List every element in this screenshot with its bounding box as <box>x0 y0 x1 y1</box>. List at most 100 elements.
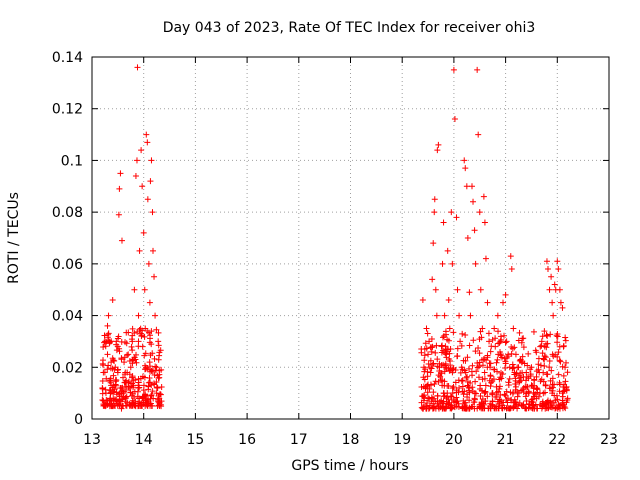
data-point <box>116 185 123 192</box>
chart-title: Day 043 of 2023, Rate Of TEC Index for r… <box>163 20 536 36</box>
data-point <box>424 330 431 337</box>
data-point <box>113 347 120 354</box>
data-point <box>155 375 162 382</box>
data-point <box>462 369 469 376</box>
x-tick-label: 15 <box>186 432 204 448</box>
data-point <box>425 381 432 388</box>
data-point <box>433 342 440 349</box>
data-point <box>479 362 486 369</box>
data-point <box>148 157 155 164</box>
data-point <box>422 340 429 347</box>
data-point <box>460 357 467 364</box>
x-axis-label: GPS time / hours <box>291 458 408 474</box>
data-point <box>429 276 436 283</box>
data-point <box>472 378 479 385</box>
data-point <box>468 183 475 190</box>
data-point <box>484 354 491 361</box>
data-point <box>487 348 494 355</box>
data-point <box>156 352 163 359</box>
data-point <box>507 389 514 396</box>
data-point <box>138 333 145 340</box>
data-point <box>471 227 478 234</box>
data-point <box>148 382 155 389</box>
data-point <box>562 405 569 412</box>
data-point <box>557 299 564 306</box>
data-point <box>546 357 553 364</box>
data-point <box>522 377 529 384</box>
data-point <box>502 339 509 346</box>
data-point <box>554 258 561 265</box>
data-point <box>472 390 479 397</box>
data-point <box>156 371 163 378</box>
data-point <box>146 299 153 306</box>
data-point <box>441 312 448 319</box>
data-point <box>118 338 125 345</box>
data-point <box>132 403 139 410</box>
data-point <box>516 379 523 386</box>
data-point <box>155 329 162 336</box>
data-point <box>107 365 114 372</box>
data-point <box>114 367 121 374</box>
data-point <box>147 379 154 386</box>
data-point <box>499 402 506 409</box>
data-point <box>498 336 505 343</box>
data-point <box>507 253 514 260</box>
data-point <box>122 394 129 401</box>
data-point <box>554 339 561 346</box>
data-point <box>539 350 546 357</box>
data-point <box>430 240 437 247</box>
data-point <box>466 289 473 296</box>
data-point <box>116 397 123 404</box>
data-point <box>555 371 562 378</box>
data-point <box>452 398 459 405</box>
data-point <box>421 346 428 353</box>
data-point <box>460 397 467 404</box>
data-point <box>434 398 441 405</box>
x-tick-label: 13 <box>83 432 101 448</box>
data-point <box>495 340 502 347</box>
data-point <box>430 389 437 396</box>
data-point <box>443 398 450 405</box>
data-point <box>496 376 503 383</box>
x-tick-label: 16 <box>238 432 256 448</box>
data-point <box>498 369 505 376</box>
data-point <box>428 344 435 351</box>
data-point <box>541 328 548 335</box>
data-point <box>531 376 538 383</box>
data-point <box>557 358 564 365</box>
data-point <box>537 343 544 350</box>
data-point <box>517 370 524 377</box>
data-point <box>453 214 460 221</box>
data-point <box>145 400 152 407</box>
data-point <box>461 403 468 410</box>
data-point <box>105 330 112 337</box>
data-point <box>520 388 527 395</box>
data-point <box>486 377 493 384</box>
data-point <box>512 380 519 387</box>
data-point <box>109 389 116 396</box>
data-point <box>562 337 569 344</box>
data-point <box>546 385 553 392</box>
y-axis-label: ROTI / TECUs <box>6 192 22 284</box>
data-point <box>543 340 550 347</box>
data-point <box>520 373 527 380</box>
data-point <box>419 405 426 412</box>
data-point <box>426 364 433 371</box>
data-point <box>144 139 151 146</box>
data-point <box>134 388 141 395</box>
data-point <box>434 147 441 154</box>
data-point <box>131 286 138 293</box>
data-point <box>474 359 481 366</box>
data-point <box>560 388 567 395</box>
data-point <box>445 337 452 344</box>
data-point <box>559 363 566 370</box>
data-point <box>540 378 547 385</box>
x-tick-label: 23 <box>600 432 618 448</box>
data-point <box>105 337 112 344</box>
data-point <box>550 312 557 319</box>
data-point <box>441 392 448 399</box>
data-point <box>482 389 489 396</box>
data-point <box>143 131 150 138</box>
data-point <box>425 360 432 367</box>
data-point <box>421 394 428 401</box>
